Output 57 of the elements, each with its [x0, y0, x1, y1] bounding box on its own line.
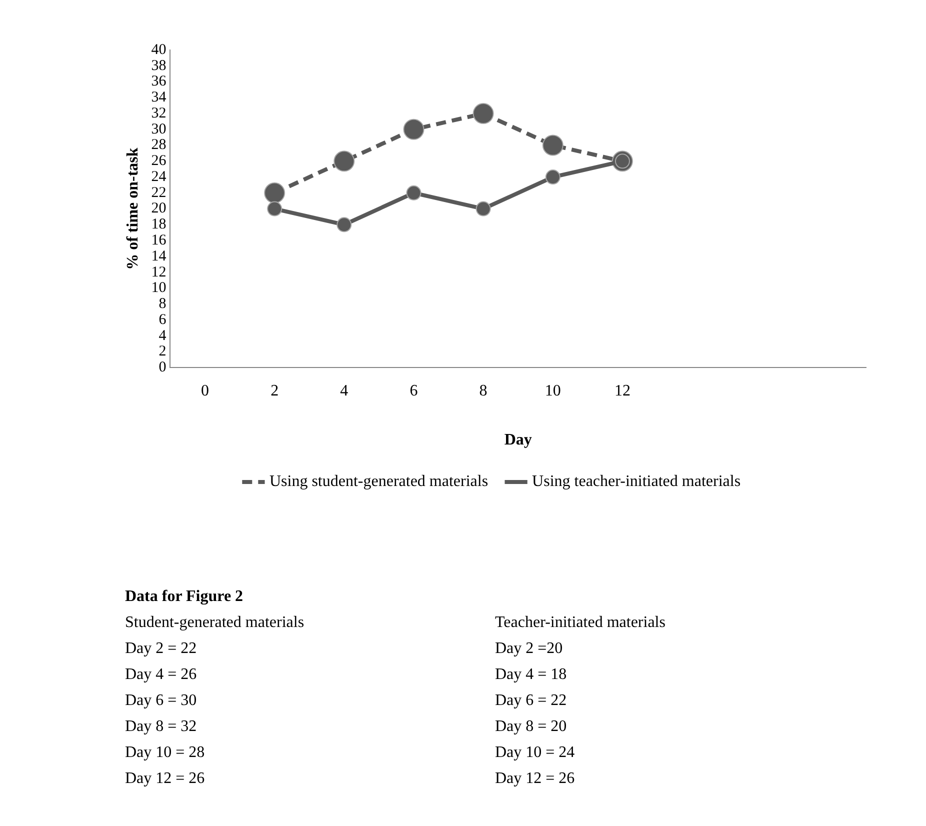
- text: Day 6 = 30: [125, 692, 198, 710]
- y-tick-label: 40: [151, 42, 166, 58]
- y-tick-label: 38: [151, 58, 166, 74]
- y-tick-label: 14: [151, 248, 167, 264]
- y-tick-label: 6: [158, 312, 167, 328]
- x-tick-label: 6: [410, 382, 418, 400]
- x-tick-label: 0: [200, 382, 209, 400]
- y-tick-label: 2: [158, 344, 166, 360]
- text: Day 10 = 24: [495, 744, 576, 762]
- point: [406, 185, 422, 200]
- point: [545, 170, 560, 185]
- point: [267, 201, 282, 216]
- y-tick-label: 30: [151, 121, 166, 138]
- point: [542, 134, 564, 156]
- text: Teacher-initiated materials: [495, 614, 666, 632]
- y-tick-label: 4: [158, 328, 167, 344]
- text: Day 8 = 32: [125, 718, 198, 736]
- y-tick-label: 24: [151, 168, 167, 185]
- text: Data for Figure 2: [125, 588, 244, 606]
- y-tick-label: 36: [151, 74, 167, 90]
- point: [336, 217, 352, 232]
- text: Day 4 = 18: [495, 666, 568, 684]
- legend-label: Using teacher-initiated materials: [532, 473, 741, 490]
- point: [403, 118, 424, 140]
- text: Day 2 = 22: [125, 640, 198, 658]
- text: Day 10 = 28: [125, 744, 206, 762]
- y-tick-label: 28: [151, 137, 166, 154]
- text: Student-generated materials: [125, 614, 306, 632]
- x-tick-label: 12: [614, 382, 630, 400]
- point: [264, 182, 286, 204]
- x-tick-label: 10: [544, 382, 561, 400]
- point: [476, 201, 491, 216]
- y-tick-label: 12: [151, 264, 166, 280]
- legend-label: Using student-generated materials: [269, 473, 488, 490]
- y-tick-label: 10: [151, 280, 166, 296]
- y-tick-label: 20: [151, 200, 166, 217]
- x-axis-title: Day: [504, 432, 532, 449]
- text: Day 6 = 22: [495, 692, 568, 710]
- x-tick-label: 8: [479, 382, 488, 400]
- y-tick-label: 18: [151, 216, 166, 233]
- text: Day 2 =20: [495, 640, 564, 658]
- text: Day 4 = 26: [125, 666, 198, 684]
- y-axis-title: % of time on-task: [124, 148, 142, 270]
- y-tick-label: 26: [151, 153, 167, 170]
- text: Day 8 = 20: [495, 718, 568, 736]
- y-tick-label: 34: [151, 90, 167, 106]
- y-tick-label: 0: [158, 360, 166, 376]
- y-tick-label: 32: [151, 105, 166, 122]
- y-tick-label: 16: [151, 232, 167, 248]
- point: [334, 150, 355, 172]
- x-tick-label: 4: [340, 382, 348, 400]
- text: Day 12 = 26: [125, 770, 206, 788]
- point: [472, 103, 494, 124]
- y-tick-label: 22: [151, 184, 166, 201]
- x-tick-label: 2: [270, 382, 279, 400]
- y-tick-label: 8: [158, 296, 166, 312]
- text: Day 12 = 26: [495, 770, 576, 788]
